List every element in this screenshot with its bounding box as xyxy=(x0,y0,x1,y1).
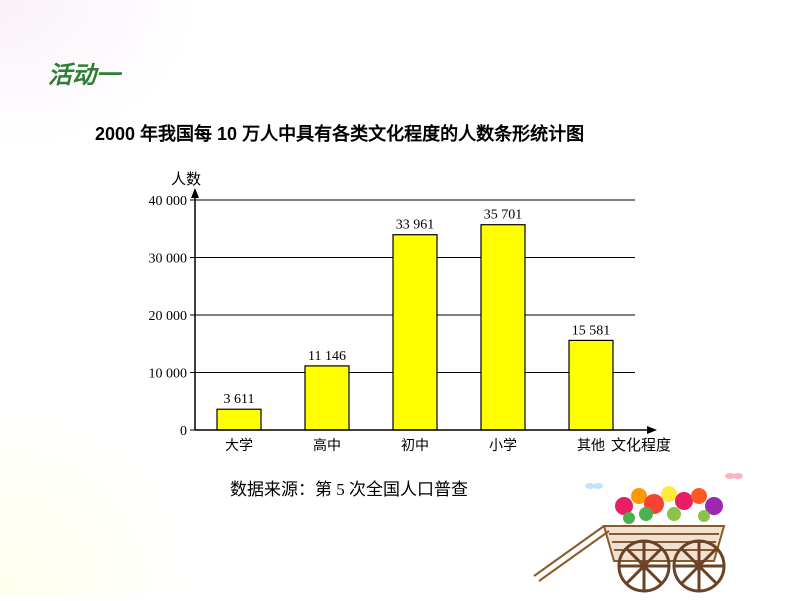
chart-svg: 3 611大学11 146高中33 961初中35 701小学15 581其他0… xyxy=(115,160,675,480)
section-title: 活动一 xyxy=(48,55,120,90)
bar xyxy=(393,235,437,430)
svg-text:0: 0 xyxy=(180,424,187,439)
svg-text:人数: 人数 xyxy=(171,171,201,188)
svg-text:10 000: 10 000 xyxy=(149,367,188,382)
svg-text:高中: 高中 xyxy=(313,437,341,454)
svg-text:大学: 大学 xyxy=(225,438,253,454)
svg-text:15 581: 15 581 xyxy=(572,323,611,338)
bar-chart: 3 611大学11 146高中33 961初中35 701小学15 581其他0… xyxy=(115,160,675,480)
bar xyxy=(569,340,613,430)
data-source-text: 数据来源：第 5 次全国人口普查 xyxy=(230,475,468,500)
bar xyxy=(305,366,349,430)
flower-cart-decoration xyxy=(504,446,784,596)
svg-text:11 146: 11 146 xyxy=(308,349,346,364)
svg-text:35 701: 35 701 xyxy=(484,208,523,223)
chart-title: 2000 年我国每 10 万人中具有各类文化程度的人数条形统计图 xyxy=(95,120,584,146)
bar xyxy=(481,225,525,430)
bar xyxy=(217,409,261,430)
svg-text:初中: 初中 xyxy=(401,437,429,454)
svg-text:30 000: 30 000 xyxy=(149,252,188,267)
svg-text:33 961: 33 961 xyxy=(396,218,435,233)
svg-text:20 000: 20 000 xyxy=(149,309,188,324)
svg-text:3 611: 3 611 xyxy=(224,392,255,407)
svg-text:40 000: 40 000 xyxy=(149,194,188,209)
